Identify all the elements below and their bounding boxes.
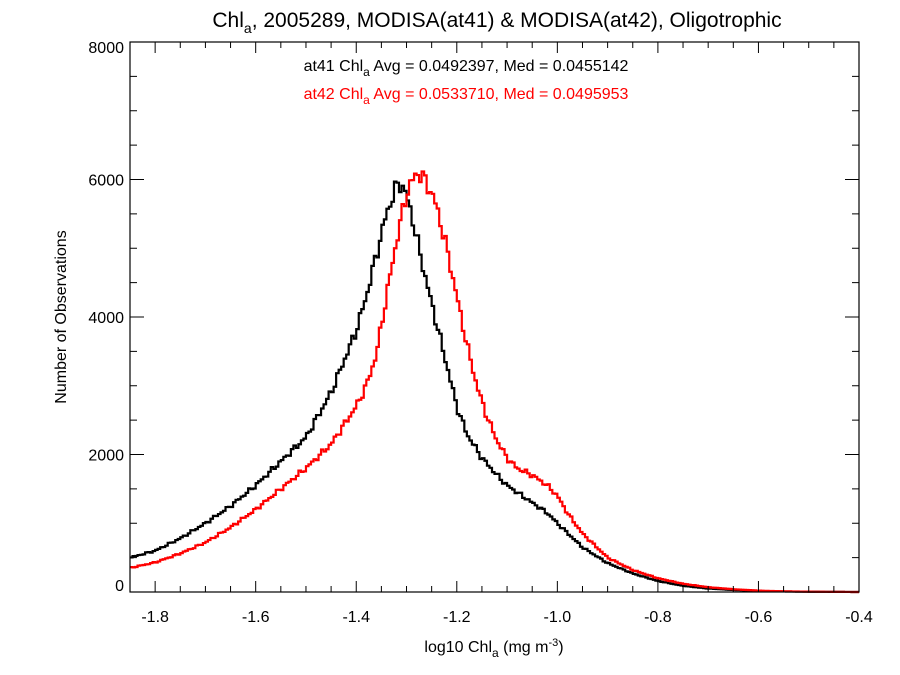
series-at41-histogram (130, 180, 859, 594)
x-tick-label: -0.8 (644, 609, 672, 626)
y-tick-label: 6000 (88, 173, 124, 190)
x-axis-label: log10 Chla (mg m-3) (424, 637, 563, 660)
at41-stats-annotation: at41 Chla Avg = 0.0492397, Med = 0.04551… (304, 58, 629, 79)
x-tick-label: -1.0 (544, 609, 572, 626)
y-tick-label: 4000 (88, 310, 124, 327)
y-tick-label: 8000 (88, 40, 124, 57)
plot-frame (129, 41, 860, 593)
x-tick-label: -1.4 (342, 609, 370, 626)
x-tick-label: -1.6 (242, 609, 270, 626)
y-tick-label: 0 (115, 578, 124, 595)
y-axis-label: Number of Observations (53, 230, 70, 403)
at42-stats-annotation: at42 Chla Avg = 0.0533710, Med = 0.04959… (304, 86, 629, 107)
series-layer (130, 170, 859, 594)
x-tick-label: -0.4 (845, 609, 873, 626)
x-tick-label: -1.2 (443, 609, 471, 626)
x-tick-label: -1.8 (141, 609, 169, 626)
series-at42-histogram (130, 170, 859, 594)
ticks-layer: -1.8 -1.6 -1.4 -1.2 -1.0 -0.8 -0.6 -0.4 0 2000 400… (88, 40, 872, 626)
y-tick-label: 2000 (88, 448, 124, 465)
x-tick-label: -0.6 (745, 609, 773, 626)
chart-title: Chla, 2005289, MODISA(at41) & MODISA(at4… (212, 9, 781, 36)
